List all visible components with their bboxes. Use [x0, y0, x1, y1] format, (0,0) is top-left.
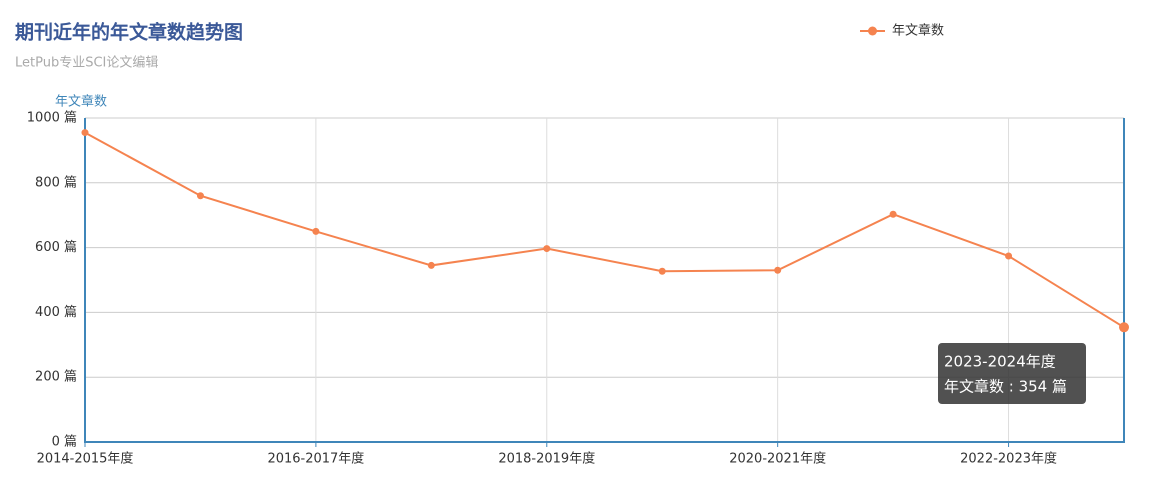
tooltip-title: 2023-2024年度 [944, 353, 1056, 371]
y-tick-label: 400 篇 [35, 305, 77, 320]
tooltip-box [938, 343, 1086, 404]
data-point [658, 267, 666, 275]
data-point [1119, 322, 1129, 333]
data-point [774, 266, 782, 274]
x-tick-label: 2018-2019年度 [498, 451, 595, 467]
data-point [427, 261, 435, 269]
legend-label: 年文章数 [892, 23, 944, 39]
series-line [84, 131, 1125, 329]
y-tick-label: 800 篇 [35, 175, 77, 190]
x-tick-label: 2022-2023年度 [960, 451, 1057, 467]
y-axis-label: 年文章数 [55, 94, 107, 110]
data-point [1005, 252, 1013, 260]
x-tick-label: 2016-2017年度 [267, 451, 364, 467]
chart-subtitle: LetPub专业SCI论文编辑 [15, 56, 158, 71]
x-tick-label: 2014-2015年度 [37, 451, 134, 467]
data-point [312, 227, 320, 235]
data-point [81, 129, 89, 137]
data-point [196, 192, 204, 200]
data-point [889, 210, 897, 218]
chart-title: 期刊近年的年文章数趋势图 [15, 21, 243, 44]
data-point [543, 245, 551, 253]
y-tick-label: 200 篇 [35, 370, 77, 385]
tooltip-text: 年文章数 : 354 篇 [944, 378, 1067, 396]
x-tick-label: 2020-2021年度 [729, 451, 826, 467]
y-tick-label: 0 篇 [52, 435, 77, 450]
y-tick-label: 1000 篇 [27, 111, 77, 126]
legend-marker [868, 26, 877, 36]
y-tick-label: 600 篇 [35, 240, 77, 255]
